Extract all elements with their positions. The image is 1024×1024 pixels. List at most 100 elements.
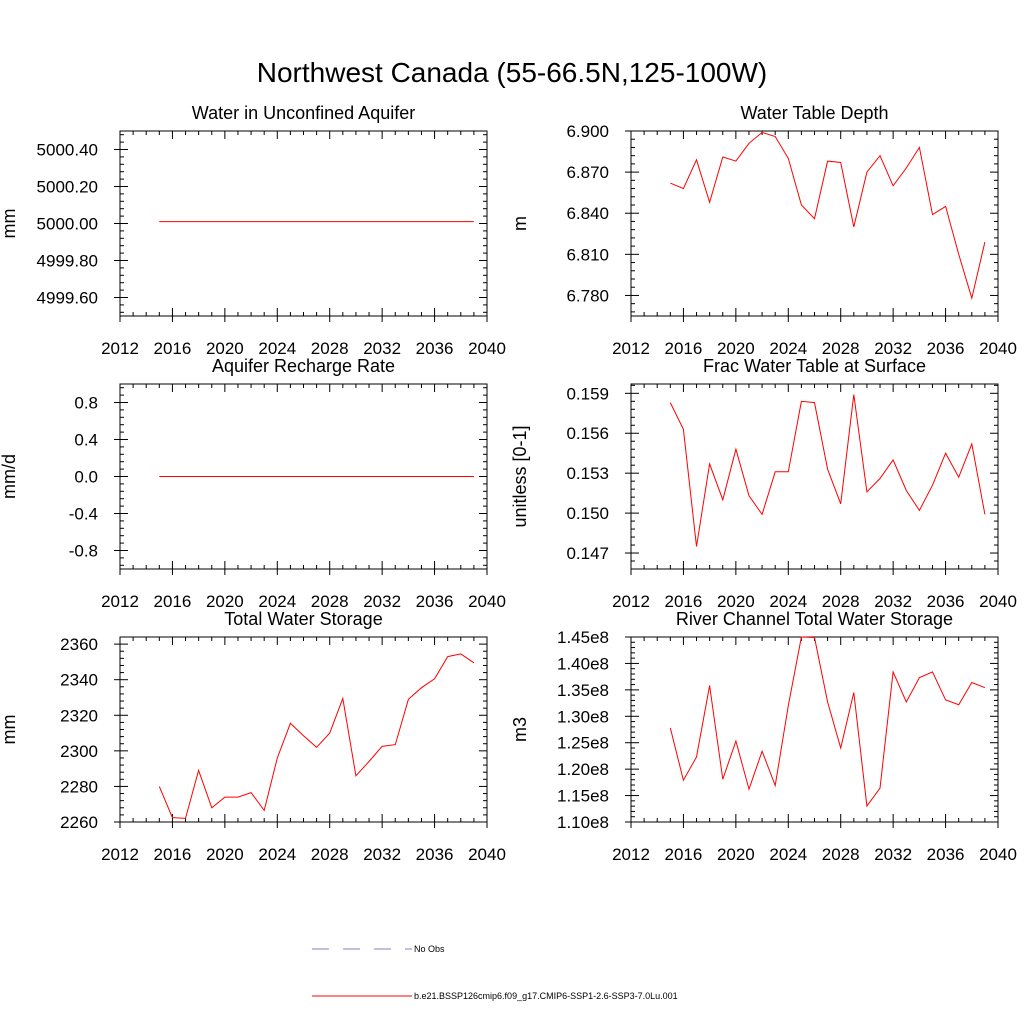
y-tick-label: 0.159 [566, 384, 609, 403]
x-tick-labels: 2012 2016 2020 2024 2028 2032 2036 2040 [101, 339, 506, 358]
x-tick-label: 2028 [822, 339, 860, 358]
x-tick-label: 2012 [612, 339, 650, 358]
y-tick-label: 5000.20 [37, 178, 98, 197]
legend: No Obs b.e21.BSSP126cmip6.f09_g17.CMIP6-… [312, 944, 678, 1001]
panel-2: Water Table Depth 2012 2016 2020 2024 2028 203… [510, 103, 1017, 358]
x-tick-label: 2028 [311, 339, 349, 358]
x-tick-label: 2040 [979, 845, 1017, 864]
x-tick-label: 2020 [206, 339, 244, 358]
x-tick-label: 2016 [665, 592, 703, 611]
x-tick-label: 2012 [612, 592, 650, 611]
y-tick-label: 6.870 [566, 163, 609, 182]
x-tick-label: 2016 [665, 339, 703, 358]
y-tick-label: 4999.60 [37, 289, 98, 308]
y-tick-label: 1.30e8 [557, 707, 609, 726]
x-tick-label: 2016 [154, 845, 192, 864]
x-tick-label: 2036 [927, 845, 965, 864]
x-tick-label: 2024 [258, 339, 296, 358]
y-axis-label: mm/d [0, 454, 19, 499]
x-tick-label: 2016 [154, 592, 192, 611]
panel-title: Water Table Depth [740, 103, 888, 123]
x-tick-label: 2028 [311, 845, 349, 864]
x-tick-label: 2012 [101, 845, 139, 864]
y-axis-label: m [510, 216, 530, 231]
y-tick-label: 6.900 [566, 122, 609, 141]
x-tick-labels: 2012 2016 2020 2024 2028 2032 2036 2040 [612, 845, 1017, 864]
x-tick-labels: 2012 2016 2020 2024 2028 2032 2036 2040 [101, 845, 506, 864]
y-tick-label: 0.156 [566, 424, 609, 443]
x-tick-labels: 2012 2016 2020 2024 2028 2032 2036 2040 [101, 592, 506, 611]
x-tick-label: 2040 [979, 592, 1017, 611]
y-tick-label: 5000.40 [37, 141, 98, 160]
panel-title: Frac Water Table at Surface [703, 356, 926, 376]
y-tick-label: 2320 [60, 706, 98, 725]
y-tick-label: 2280 [60, 777, 98, 796]
x-tick-label: 2040 [468, 592, 506, 611]
y-tick-label: 5000.00 [37, 215, 98, 234]
panel-title: Aquifer Recharge Rate [212, 356, 395, 376]
x-tick-label: 2020 [206, 845, 244, 864]
x-tick-label: 2020 [206, 592, 244, 611]
y-axis-label: mm [0, 715, 19, 745]
y-tick-label: 2300 [60, 742, 98, 761]
y-tick-label: 1.35e8 [557, 681, 609, 700]
x-tick-label: 2024 [769, 339, 807, 358]
x-tick-label: 2020 [717, 592, 755, 611]
x-tick-label: 2020 [717, 339, 755, 358]
x-tick-label: 2012 [101, 592, 139, 611]
y-tick-label: 6.840 [566, 204, 609, 223]
x-tick-label: 2036 [416, 339, 454, 358]
y-tick-label: 0.150 [566, 504, 609, 523]
y-tick-label: 1.25e8 [557, 734, 609, 753]
x-tick-label: 2024 [769, 845, 807, 864]
x-tick-labels: 2012 2016 2020 2024 2028 2032 2036 2040 [612, 339, 1017, 358]
y-tick-label: 1.10e8 [557, 813, 609, 832]
y-tick-label: 0.4 [74, 431, 98, 450]
x-tick-label: 2016 [665, 845, 703, 864]
x-tick-label: 2040 [468, 845, 506, 864]
y-tick-label: 1.45e8 [557, 628, 609, 647]
x-tick-label: 2028 [311, 592, 349, 611]
y-tick-label: 4999.80 [37, 252, 98, 271]
y-axis-label: m3 [510, 717, 530, 742]
x-tick-label: 2028 [822, 592, 860, 611]
y-tick-label: 2360 [60, 635, 98, 654]
y-axis-label: unitless [0-1] [510, 425, 530, 527]
x-tick-label: 2016 [154, 339, 192, 358]
x-tick-label: 2028 [822, 845, 860, 864]
y-tick-label: 6.810 [566, 245, 609, 264]
x-tick-label: 2040 [468, 339, 506, 358]
y-tick-label: 0.8 [74, 394, 98, 413]
y-axis-label: mm [0, 209, 19, 239]
x-tick-label: 2032 [363, 592, 401, 611]
legend-model-label: b.e21.BSSP126cmip6.f09_g17.CMIP6-SSP1-2.… [414, 991, 678, 1001]
panel-title: Total Water Storage [224, 609, 382, 629]
panel-4: Frac Water Table at Surface 2012 2016 2020 2… [510, 356, 1017, 611]
y-tick-label: 0.147 [566, 544, 609, 563]
x-tick-label: 2024 [769, 592, 807, 611]
series-line-1 [158, 653, 475, 819]
x-tick-label: 2032 [874, 339, 912, 358]
x-tick-label: 2036 [927, 592, 965, 611]
x-tick-label: 2012 [101, 339, 139, 358]
y-tick-label: 0.0 [74, 468, 98, 487]
y-tick-label: 1.20e8 [557, 760, 609, 779]
panel-3: Aquifer Recharge Rate 2012 2016 2020 2024 202… [0, 356, 506, 611]
figure-title: Northwest Canada (55-66.5N,125-100W) [257, 57, 767, 88]
x-tick-labels: 2012 2016 2020 2024 2028 2032 2036 2040 [612, 592, 1017, 611]
x-tick-label: 2032 [363, 339, 401, 358]
panel-title: River Channel Total Water Storage [676, 609, 953, 629]
x-tick-label: 2032 [363, 845, 401, 864]
y-tick-label: 1.40e8 [557, 654, 609, 673]
y-tick-label: 2340 [60, 671, 98, 690]
x-tick-label: 2040 [979, 339, 1017, 358]
legend-obs-label: No Obs [414, 944, 445, 954]
panel-title: Water in Unconfined Aquifer [192, 103, 415, 123]
y-tick-label: 6.780 [566, 286, 609, 305]
x-tick-label: 2024 [258, 592, 296, 611]
